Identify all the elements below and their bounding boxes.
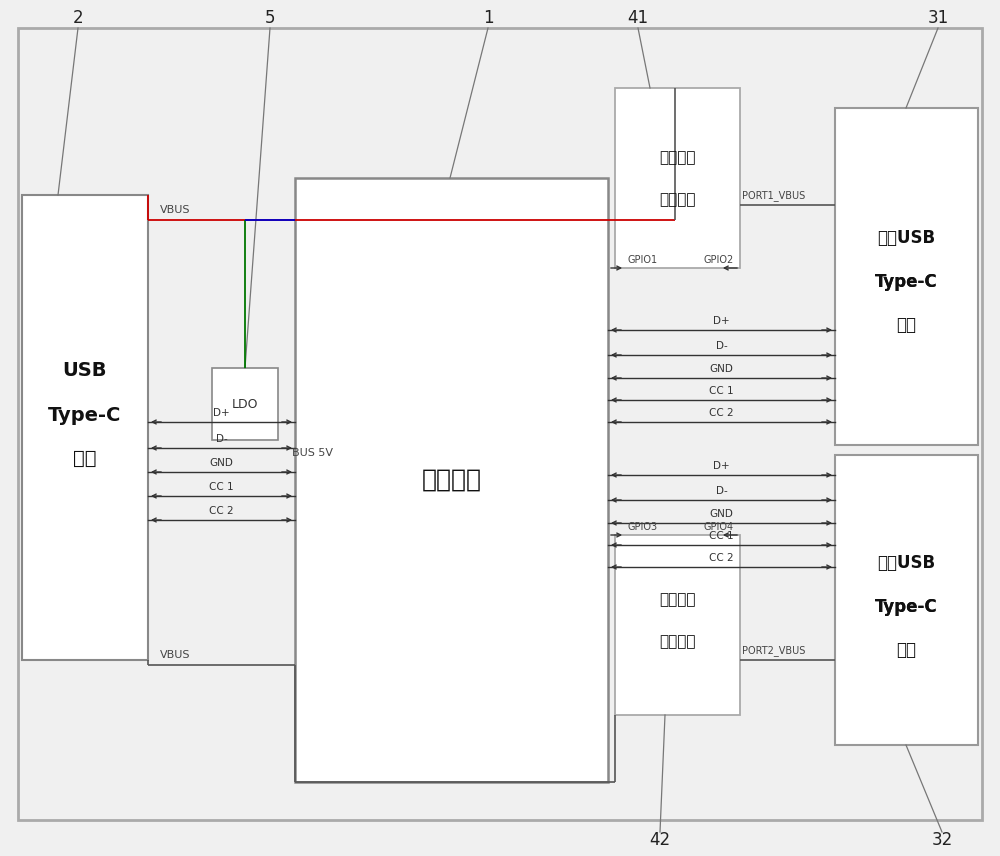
Text: LDO: LDO (232, 397, 258, 411)
Text: GPIO2: GPIO2 (703, 255, 733, 265)
Text: 5: 5 (265, 9, 275, 27)
Text: Type-C: Type-C (875, 273, 937, 291)
Text: GND: GND (710, 509, 733, 519)
Text: D+: D+ (713, 461, 730, 471)
Text: D-: D- (716, 341, 727, 351)
Text: CC 2: CC 2 (709, 408, 734, 418)
Text: Type-C: Type-C (48, 406, 122, 425)
Text: CC 1: CC 1 (709, 386, 734, 396)
Bar (835, 108, 978, 445)
Text: 2: 2 (73, 9, 83, 27)
Text: GPIO1: GPIO1 (628, 255, 658, 265)
Text: GND: GND (210, 458, 233, 468)
Text: CC 1: CC 1 (709, 531, 734, 541)
Text: 第一电源: 第一电源 (659, 151, 695, 165)
Text: 主控模块: 主控模块 (422, 468, 482, 492)
Text: PORT1_VBUS: PORT1_VBUS (742, 190, 805, 201)
Text: CC 2: CC 2 (209, 506, 234, 516)
Text: 切换电路: 切换电路 (659, 634, 695, 650)
Text: GPIO4: GPIO4 (703, 522, 733, 532)
Text: 母座: 母座 (896, 316, 916, 334)
Text: Type-C: Type-C (875, 598, 937, 616)
Bar (212, 368, 278, 440)
Text: D+: D+ (213, 408, 230, 418)
Text: CC 1: CC 1 (209, 482, 234, 492)
Bar (22, 195, 148, 660)
Text: D-: D- (216, 434, 227, 444)
Text: Type-C: Type-C (875, 598, 937, 616)
Text: 第二USB: 第二USB (877, 554, 935, 572)
Text: USB: USB (63, 360, 107, 379)
Text: 32: 32 (931, 831, 953, 849)
Bar (615, 535, 740, 715)
Text: Type-C: Type-C (875, 273, 937, 291)
Text: BUS 5V: BUS 5V (292, 448, 333, 458)
Text: 公头: 公头 (73, 449, 97, 467)
Text: VBUS: VBUS (160, 205, 190, 215)
Text: D-: D- (716, 486, 727, 496)
Text: VBUS: VBUS (160, 650, 190, 660)
Text: GPIO3: GPIO3 (628, 522, 658, 532)
Text: 第一USB: 第一USB (877, 229, 935, 247)
Bar (615, 88, 740, 268)
Text: 31: 31 (927, 9, 949, 27)
Text: CC 2: CC 2 (709, 553, 734, 563)
Text: 42: 42 (649, 831, 671, 849)
Text: 第二电源: 第二电源 (659, 592, 695, 608)
Bar (295, 178, 608, 782)
Text: 41: 41 (627, 9, 649, 27)
Text: PORT2_VBUS: PORT2_VBUS (742, 645, 805, 656)
Text: GND: GND (710, 364, 733, 374)
Text: 切换电路: 切换电路 (659, 193, 695, 207)
Bar (835, 455, 978, 745)
Text: D+: D+ (713, 316, 730, 326)
Text: 母座: 母座 (896, 641, 916, 659)
Text: 1: 1 (483, 9, 493, 27)
